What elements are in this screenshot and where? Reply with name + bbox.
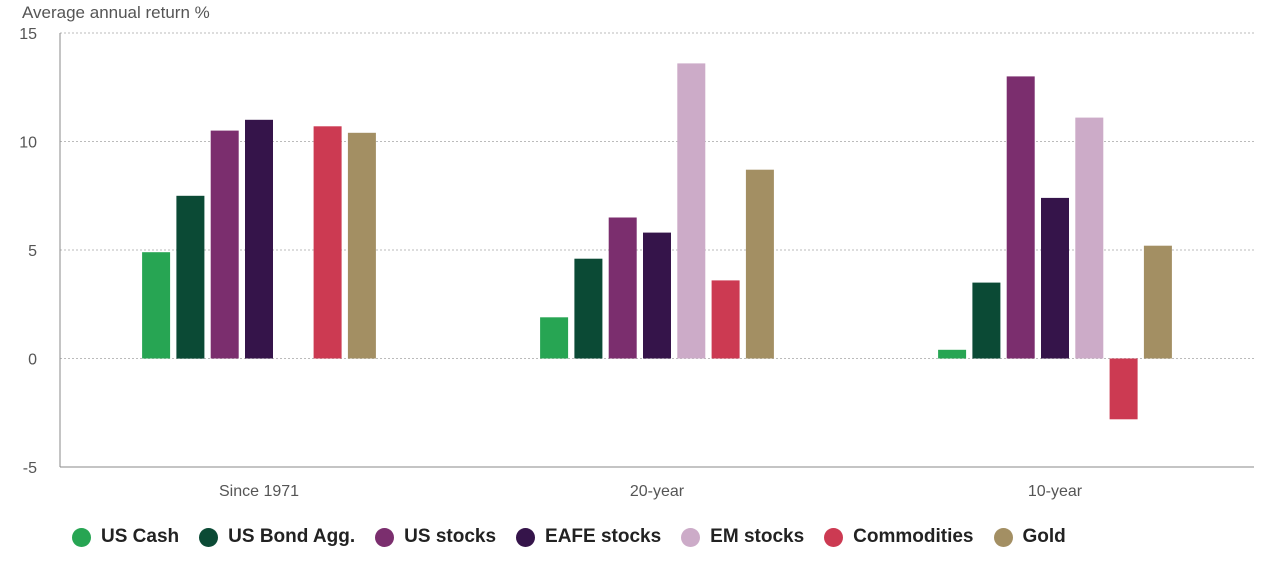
legend-swatch — [199, 527, 219, 547]
y-axis-title: Average annual return % — [22, 3, 210, 22]
bars — [142, 63, 1172, 420]
legend-label: US Bond Agg. — [228, 526, 356, 547]
bar-us-cash-2 — [540, 317, 569, 359]
bar-gold-2 — [745, 169, 774, 359]
bar-eafe-stocks-3 — [1041, 197, 1069, 359]
bar-us-cash-1 — [142, 252, 171, 359]
x-tick-label: 20-year — [630, 483, 685, 500]
bar-us-bond-agg-3 — [972, 282, 1001, 359]
legend-item: EM stocks — [681, 526, 804, 548]
legend-item: US stocks — [375, 526, 496, 548]
bar-gold-1 — [347, 132, 376, 359]
legend-item: Gold — [993, 526, 1066, 548]
y-tick-label: 5 — [28, 243, 37, 260]
bar-eafe-stocks-2 — [643, 232, 671, 359]
bar-us-bond-agg-2 — [574, 258, 603, 359]
y-axis-ticks: -5 0 5 10 15 — [19, 26, 37, 477]
x-tick-label: 10-year — [1028, 483, 1083, 500]
bar-em-stocks-3 — [1075, 117, 1104, 359]
bar-us-stocks-3 — [1006, 76, 1035, 359]
bar-em-stocks-2 — [677, 63, 706, 359]
bar-commodities-2 — [711, 280, 740, 359]
legend-label: US Cash — [101, 526, 180, 547]
y-tick-label: 10 — [19, 135, 37, 152]
legend-label: EM stocks — [710, 526, 805, 547]
bar-us-cash-3 — [938, 349, 967, 359]
bar-us-bond-agg-1 — [176, 195, 205, 359]
x-tick-label: Since 1971 — [219, 483, 299, 500]
legend-item: US Bond Agg. — [199, 526, 355, 548]
y-tick-label: -5 — [23, 460, 37, 477]
bar-us-stocks-2 — [608, 217, 637, 359]
legend-swatch — [375, 527, 395, 547]
legend-label: EAFE stocks — [545, 526, 662, 547]
bar-commodities-1 — [313, 126, 342, 359]
legend-item: US Cash — [72, 526, 179, 548]
legend-item: EAFE stocks — [516, 526, 661, 548]
bar-eafe-stocks-1 — [245, 119, 273, 359]
legend-swatch — [681, 527, 701, 547]
legend-label: US stocks — [404, 526, 497, 547]
legend-label: Gold — [1022, 526, 1066, 547]
bar-us-stocks-1 — [210, 130, 239, 359]
legend-swatch — [516, 527, 536, 547]
y-tick-label: 15 — [19, 26, 37, 43]
x-axis-ticks: Since 1971 20-year 10-year — [219, 483, 1083, 500]
legend-item: Commodities — [824, 526, 974, 548]
legend: US Cash US Bond Agg. US stocks EAFE stocks E… — [72, 526, 1086, 548]
bar-commodities-3 — [1109, 358, 1138, 420]
legend-label: Commodities — [853, 526, 974, 547]
legend-swatch — [993, 527, 1013, 547]
legend-swatch — [824, 527, 844, 547]
legend-swatch — [72, 527, 91, 547]
bar-gold-3 — [1143, 245, 1172, 359]
y-tick-label: 0 — [28, 352, 37, 369]
